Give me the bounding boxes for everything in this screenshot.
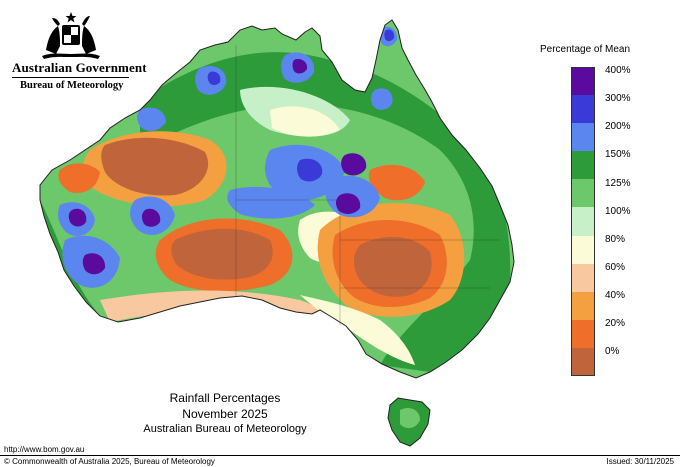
legend-swatch: [571, 291, 595, 320]
state-borders: [235, 45, 500, 325]
band-60-south: [100, 290, 360, 345]
band-20-qld: [368, 164, 425, 201]
band-400-wa-south: [82, 253, 106, 275]
band-200-broome: [137, 107, 166, 131]
legend-swatch: [571, 207, 595, 236]
legend-label: 0%: [605, 346, 620, 358]
band-0-east: [354, 236, 432, 297]
copyright-text: © Commonwealth of Australia 2025, Bureau…: [4, 457, 215, 466]
band-400-topend: [292, 59, 308, 74]
issued-date: Issued: 30/11/2025: [606, 457, 674, 466]
legend-label: 100%: [605, 205, 631, 217]
band-200-capeyork: [371, 88, 393, 110]
legend-label: 150%: [605, 149, 631, 161]
legend-colorbar: [571, 67, 595, 377]
legend-swatch: [571, 123, 595, 152]
legend-label: 300%: [605, 93, 631, 105]
legend-swatch: [571, 235, 595, 264]
band-200-central: [227, 186, 315, 219]
map-title-line1: Rainfall Percentages: [169, 391, 281, 405]
legend-label: 200%: [605, 121, 631, 133]
header-divider: [12, 77, 129, 78]
tasmania-coastline: [387, 397, 431, 447]
band-400-wa-coast: [68, 208, 87, 227]
legend-label: 80%: [605, 233, 626, 245]
legend-label: 20%: [605, 318, 626, 329]
government-name: Australian Government: [12, 60, 147, 75]
band-80-south: [300, 295, 415, 365]
legend-swatch: [571, 263, 595, 292]
legend-swatch: [571, 95, 595, 124]
legend-swatch: [571, 179, 595, 208]
legend-label: 125%: [605, 177, 631, 189]
band-400-nt: [341, 153, 367, 176]
legend-swatch: [571, 347, 595, 377]
legend-label: 400%: [605, 65, 631, 77]
legend-swatch: [571, 67, 595, 96]
tasmania-band: [400, 408, 420, 429]
footer-divider: [0, 455, 680, 456]
band-100-north: [270, 106, 340, 137]
band-0-central: [171, 228, 273, 280]
legend-label: 40%: [605, 289, 626, 301]
band-300-tip: [384, 29, 395, 42]
bureau-name: Bureau of Meteorology: [20, 80, 124, 91]
legend-swatch: [571, 151, 595, 180]
map-title-line3: Australian Bureau of Meteorology: [143, 423, 307, 435]
band-150: [140, 52, 511, 373]
legend-title: Percentage of Mean: [540, 44, 631, 55]
band-400-wa: [141, 208, 161, 227]
band-20-westcoast: [58, 163, 100, 194]
map-title-line2: November 2025: [182, 407, 268, 421]
legend-swatch: [571, 319, 595, 348]
band-300-kimberley: [207, 71, 221, 85]
band-400-nt2: [335, 193, 361, 214]
bom-url-link[interactable]: http://www.bom.gov.au: [4, 445, 85, 454]
coat-of-arms-icon: [42, 12, 100, 59]
legend-label: 60%: [605, 261, 626, 273]
band-0-west: [101, 137, 209, 196]
band-300-nt: [297, 158, 323, 182]
map-title: Rainfall Percentages November 2025 Austr…: [143, 390, 306, 437]
